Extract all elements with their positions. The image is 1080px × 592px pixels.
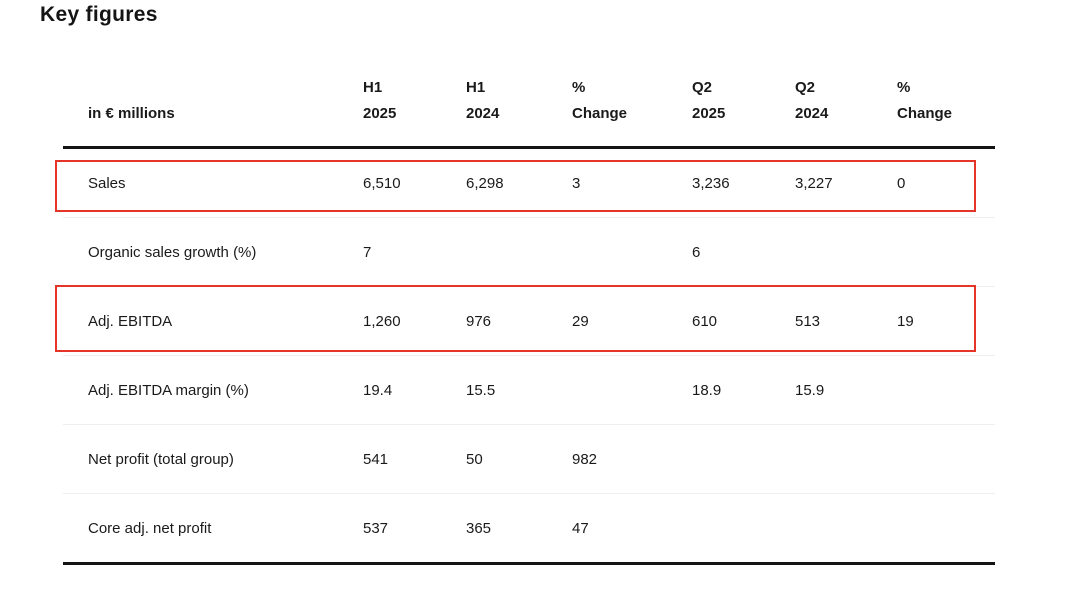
table-cell <box>897 355 995 425</box>
table-cell: 19.4 <box>363 355 466 425</box>
column-header-year: 2024 <box>466 105 500 122</box>
row-label: Sales <box>63 147 363 218</box>
table-cell: 0 <box>897 147 995 218</box>
table-cell: 513 <box>795 286 897 356</box>
column-header-q2-2025: Q2 2025 <box>692 75 795 149</box>
table-cell: 18.9 <box>692 355 795 425</box>
table-cell: 976 <box>466 286 572 356</box>
table-cell <box>572 355 692 425</box>
column-header-period: H1 <box>363 79 383 96</box>
table-cell <box>795 424 897 494</box>
column-header-period: % <box>572 79 586 96</box>
key-figures-table: in € millions H1 2025 H1 2024 % Change Q… <box>63 75 995 565</box>
column-header-period: % <box>897 79 911 96</box>
table-cell: 982 <box>572 424 692 494</box>
column-header-h1-2024: H1 2024 <box>466 75 572 149</box>
column-header-period: Q2 <box>692 79 713 96</box>
table-row-sales: Sales 6,510 6,298 3 3,236 3,227 0 <box>63 147 995 218</box>
table-cell <box>692 493 795 565</box>
column-header-year: 2024 <box>795 105 829 122</box>
table-cell <box>897 493 995 565</box>
row-label: Core adj. net profit <box>63 493 363 565</box>
table-cell: 47 <box>572 493 692 565</box>
row-label: Net profit (total group) <box>63 424 363 494</box>
row-label: Adj. EBITDA margin (%) <box>63 355 363 425</box>
column-header-year: 2025 <box>692 105 726 122</box>
table-cell: 15.9 <box>795 355 897 425</box>
table-row-net-profit: Net profit (total group) 541 50 982 <box>63 424 995 494</box>
table-cell: 541 <box>363 424 466 494</box>
column-header-year: Change <box>897 105 953 122</box>
table-cell: 3 <box>572 147 692 218</box>
table-cell: 365 <box>466 493 572 565</box>
table-body: Sales 6,510 6,298 3 3,236 3,227 0 Organi… <box>63 147 995 565</box>
table-row-adj-ebitda-margin: Adj. EBITDA margin (%) 19.4 15.5 18.9 15… <box>63 355 995 425</box>
table-cell: 1,260 <box>363 286 466 356</box>
table-cell <box>897 217 995 287</box>
table-cell <box>897 424 995 494</box>
column-header-period: H1 <box>466 79 486 96</box>
table-cell <box>692 424 795 494</box>
table-cell: 15.5 <box>466 355 572 425</box>
page-title: Key figures <box>40 3 158 26</box>
column-header-year: Change <box>572 105 628 122</box>
table-cell <box>572 217 692 287</box>
table-cell <box>466 217 572 287</box>
column-header-pct-change-h1: % Change <box>572 75 692 149</box>
table-row-core-adj-net-profit: Core adj. net profit 537 365 47 <box>63 493 995 565</box>
table-cell: 19 <box>897 286 995 356</box>
table-row-organic-sales-growth: Organic sales growth (%) 7 6 <box>63 217 995 287</box>
column-header-year: 2025 <box>363 105 397 122</box>
table-cell: 7 <box>363 217 466 287</box>
table-cell: 6,510 <box>363 147 466 218</box>
table-cell <box>795 217 897 287</box>
table-cell: 6 <box>692 217 795 287</box>
table-cell: 6,298 <box>466 147 572 218</box>
unit-label: in € millions <box>63 75 363 149</box>
table-cell: 29 <box>572 286 692 356</box>
table-cell: 610 <box>692 286 795 356</box>
column-header-pct-change-q2: % Change <box>897 75 995 149</box>
header-row: in € millions H1 2025 H1 2024 % Change Q… <box>63 75 995 149</box>
table-header: in € millions H1 2025 H1 2024 % Change Q… <box>63 75 995 149</box>
table-cell: 537 <box>363 493 466 565</box>
table-row-adj-ebitda: Adj. EBITDA 1,260 976 29 610 513 19 <box>63 286 995 356</box>
row-label: Organic sales growth (%) <box>63 217 363 287</box>
row-label: Adj. EBITDA <box>63 286 363 356</box>
column-header-q2-2024: Q2 2024 <box>795 75 897 149</box>
table-cell: 3,227 <box>795 147 897 218</box>
table-cell: 3,236 <box>692 147 795 218</box>
table-cell <box>795 493 897 565</box>
table-cell: 50 <box>466 424 572 494</box>
column-header-h1-2025: H1 2025 <box>363 75 466 149</box>
column-header-period: Q2 <box>795 79 816 96</box>
